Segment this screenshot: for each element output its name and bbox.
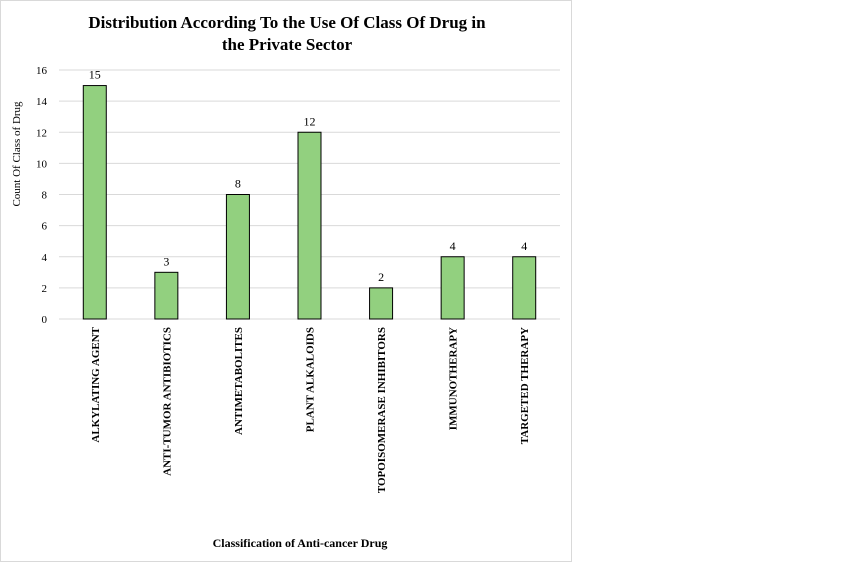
bars <box>82 85 537 320</box>
chart-title-line-2: the Private Sector <box>222 35 353 54</box>
bar <box>369 287 394 320</box>
category-label: ANTIMETABOLITES <box>233 327 245 435</box>
category-label: IMMUNOTHERAPY <box>448 327 460 430</box>
bar <box>512 256 537 320</box>
y-tick-label: 16 <box>36 65 48 77</box>
data-label: 3 <box>163 254 169 268</box>
x-axis-title: Classification of Anti-cancer Drug <box>213 536 388 550</box>
data-label: 4 <box>450 239 456 253</box>
y-axis-title: Count Of Class of Drug <box>11 101 23 207</box>
category-label: TOPOISOMERASE INHIBITORS <box>376 327 388 493</box>
y-tick-label: 4 <box>42 252 48 264</box>
data-labels: 15 3 8 12 2 4 4 <box>89 68 527 284</box>
bar <box>82 85 107 320</box>
bar <box>440 256 465 320</box>
y-tick-label: 8 <box>42 190 48 202</box>
data-label: 2 <box>378 270 384 284</box>
y-tick-label: 12 <box>36 127 47 139</box>
y-tick-label: 6 <box>42 221 48 233</box>
category-labels: ALKYLATING AGENT ANTI-TUMOR ANTIBIOTICS AN… <box>90 326 531 493</box>
y-tick-label: 0 <box>42 314 48 326</box>
bar-chart: Distribution According To the Use Of Cla… <box>11 13 560 550</box>
category-label: TARGETED THERAPY <box>519 327 531 444</box>
data-label: 15 <box>89 68 101 82</box>
bar <box>297 131 322 320</box>
y-tick-label: 10 <box>36 158 48 170</box>
category-label: ALKYLATING AGENT <box>90 326 102 442</box>
bar <box>154 271 179 320</box>
chart-frame: Distribution According To the Use Of Cla… <box>0 0 572 562</box>
y-tick-labels: 0 2 4 6 8 10 12 14 16 <box>36 65 48 326</box>
category-label: ANTI-TUMOR ANTIBIOTICS <box>161 327 173 476</box>
data-label: 8 <box>235 177 241 191</box>
y-tick-label: 2 <box>42 283 48 295</box>
chart-title-line-1: Distribution According To the Use Of Cla… <box>88 13 486 32</box>
data-label: 4 <box>521 239 527 253</box>
category-label: PLANT ALKALOIDS <box>305 327 317 432</box>
bar <box>225 194 250 320</box>
data-label: 12 <box>304 114 316 128</box>
y-tick-label: 14 <box>36 96 48 108</box>
